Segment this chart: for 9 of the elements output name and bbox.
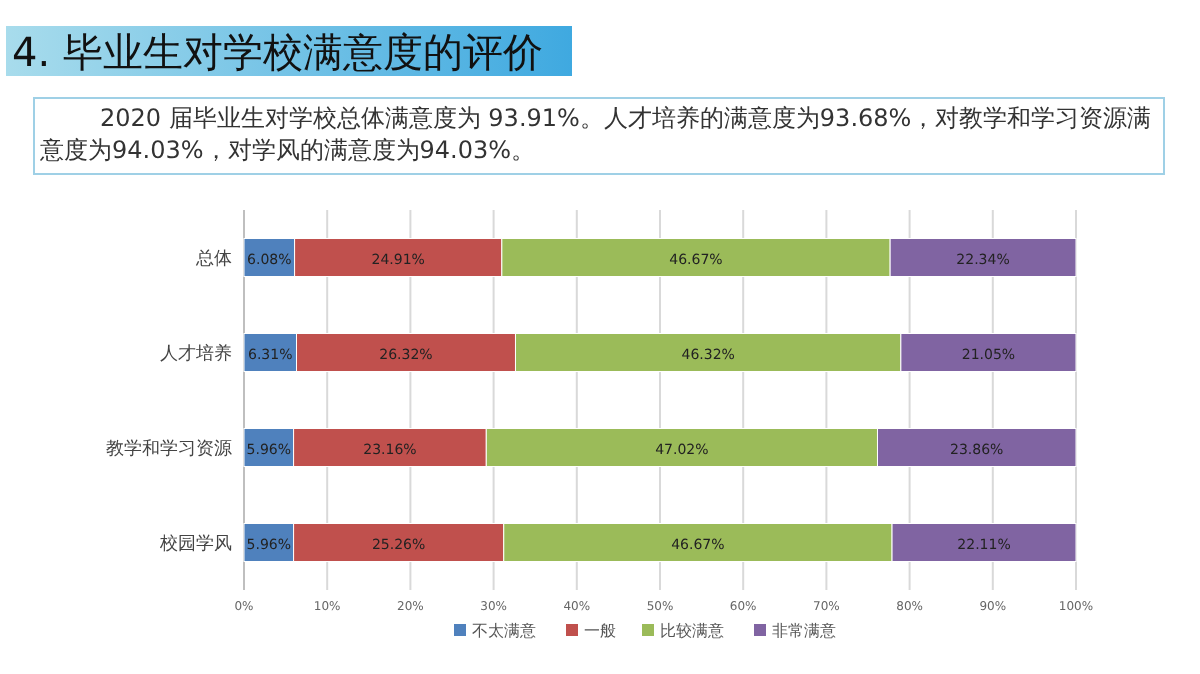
y-tick-label: 教学和学习资源 <box>106 437 232 460</box>
y-tick-label: 校园学风 <box>158 532 232 555</box>
legend-label: 非常满意 <box>772 622 836 640</box>
legend-label: 一般 <box>584 622 616 640</box>
y-tick-label: 总体 <box>194 247 232 270</box>
chart-subtitle: 2020 届毕业生对学校总体满意度为 93.91%。人才培养的满意度为93.68%，对教学和学习资源满意度为94.03%，对学风的满意度为94.03%。 <box>40 102 1154 166</box>
legend-label: 比较满意 <box>660 622 724 640</box>
legend-label: 不太满意 <box>472 622 536 640</box>
y-tick-label: 人才培养 <box>160 342 232 365</box>
